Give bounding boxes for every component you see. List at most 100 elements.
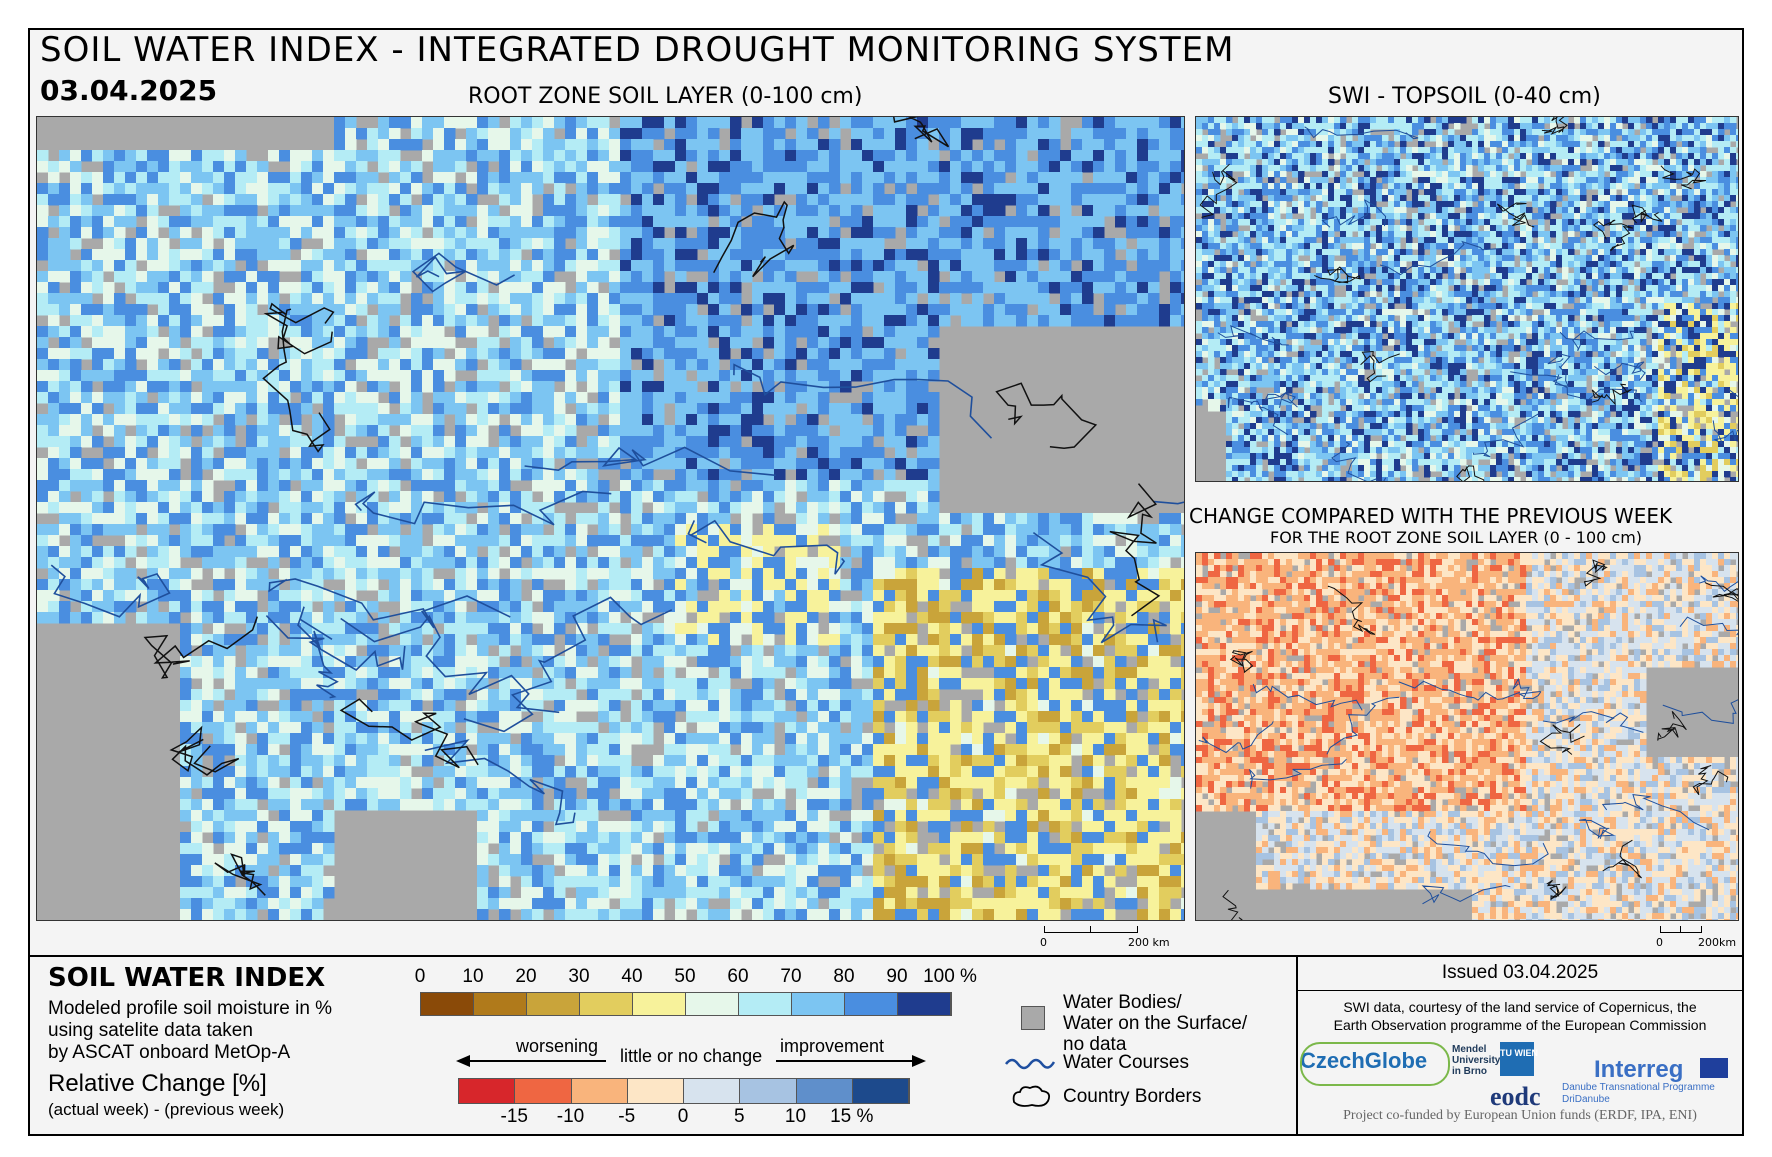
issued-date: Issued 03.04.2025	[1441, 962, 1599, 983]
legend-description: Modeled profile soil moisture in % using…	[48, 998, 388, 1064]
water-bodies-swatch	[1021, 1006, 1045, 1030]
tick-label: 5	[733, 1106, 745, 1127]
main-map-title: ROOT ZONE SOIL LAYER (0-100 cm)	[468, 84, 863, 109]
tick-label: 15 %	[830, 1106, 874, 1127]
color-swatch	[515, 1079, 572, 1103]
map-raster	[1196, 117, 1738, 481]
czechglobe-logo-ring	[1300, 1042, 1450, 1086]
main-scale-label: 200 km	[1128, 936, 1170, 949]
tick-label: 100 %	[923, 966, 977, 987]
legend-panel	[28, 955, 1744, 1136]
country-borders-label: Country Borders	[1063, 1086, 1202, 1107]
danube-logo-line: DriDanube	[1562, 1094, 1610, 1105]
swi-color-bar	[420, 992, 952, 1016]
tick-label: 40	[621, 966, 643, 987]
root-zone-swi-map	[36, 116, 1185, 921]
change-direction-arrow	[456, 1055, 926, 1067]
issue-date: 03.04.2025	[40, 74, 218, 107]
improvement-label: improvement	[780, 1036, 885, 1056]
tick-label: -10	[556, 1106, 585, 1127]
country-borders-icon	[1012, 1085, 1051, 1107]
topsoil-map-title: SWI - TOPSOIL (0-40 cm)	[1328, 84, 1601, 109]
legend-description-line: using satelite data taken	[48, 1020, 253, 1041]
color-swatch	[421, 993, 474, 1015]
interreg-logo: Interreg	[1594, 1056, 1684, 1083]
weekly-change-map	[1195, 552, 1739, 921]
relative-change-subtitle: (actual week) - (previous week)	[48, 1100, 285, 1119]
swi-scale-ticks: 0 10 20 30 40 50 60 70 80 90 100 %	[415, 966, 977, 988]
country-borders	[1222, 559, 1738, 920]
tick-label: 70	[780, 966, 802, 987]
water-courses	[1217, 126, 1738, 481]
water-bodies-line: Water on the Surface/	[1063, 1013, 1248, 1034]
water-courses	[1198, 575, 1738, 905]
mendel-logo-line: in Brno	[1452, 1066, 1487, 1077]
tick-label: 60	[727, 966, 749, 987]
color-swatch	[792, 993, 845, 1015]
credit-line: Earth Observation programme of the Europ…	[1333, 1017, 1707, 1033]
mendel-logo-line: University	[1452, 1055, 1501, 1066]
eodc-logo: eodc	[1490, 1082, 1541, 1111]
tick-label: -15	[500, 1106, 528, 1127]
color-swatch	[633, 993, 686, 1015]
legend-description-line: by ASCAT onboard MetOp-A	[48, 1042, 291, 1063]
color-swatch	[459, 1079, 516, 1103]
eu-flag-icon	[1700, 1058, 1728, 1078]
water-bodies-line: no data	[1063, 1034, 1127, 1055]
color-swatch	[474, 993, 527, 1015]
change-scale-zero: 0	[1656, 936, 1663, 949]
page-title: SOIL WATER INDEX - INTEGRATED DROUGHT MO…	[40, 30, 1235, 70]
water-bodies-label: Water Bodies/ Water on the Surface/ no d…	[1063, 992, 1247, 1055]
worsening-label: worsening	[516, 1036, 599, 1056]
tick-label: 20	[515, 966, 537, 987]
tick-label: 50	[674, 966, 696, 987]
color-swatch	[527, 993, 580, 1015]
color-swatch	[571, 1079, 628, 1103]
mendel-logo: Mendel University in Brno	[1452, 1044, 1500, 1077]
info-divider	[1296, 990, 1744, 991]
color-swatch	[898, 993, 951, 1015]
danube-programme-logo: Danube Transnational Programme DriDanube	[1562, 1082, 1715, 1106]
tick-label: 10	[462, 966, 484, 987]
czechglobe-logo: CzechGlobe	[1300, 1048, 1428, 1073]
country-borders	[143, 117, 1161, 896]
tick-label: 30	[568, 966, 590, 987]
color-swatch	[627, 1079, 684, 1103]
relative-change-title: Relative Change [%]	[48, 1070, 267, 1097]
tick-label: 80	[833, 966, 855, 987]
water-courses-label: Water Courses	[1063, 1052, 1189, 1073]
color-swatch	[580, 993, 633, 1015]
change-map-subtitle: FOR THE ROOT ZONE SOIL LAYER (0 - 100 cm…	[1270, 528, 1643, 547]
info-panel	[1296, 955, 1744, 1136]
color-swatch	[686, 993, 739, 1015]
color-swatch	[796, 1079, 853, 1103]
tuwien-logo: TU WIEN	[1500, 1042, 1538, 1076]
little-change-label: little or no change	[620, 1046, 763, 1066]
tick-label: 0	[414, 966, 426, 987]
credit-line: SWI data, courtesy of the land service o…	[1343, 999, 1697, 1015]
change-scale-label: 200km	[1698, 936, 1737, 949]
color-swatch	[739, 993, 792, 1015]
tick-label: 10	[784, 1106, 807, 1127]
color-swatch	[740, 1079, 797, 1103]
mendel-logo-line: Mendel	[1452, 1044, 1487, 1055]
map-raster	[1196, 553, 1738, 920]
map-raster	[37, 117, 1184, 920]
change-map-title: CHANGE COMPARED WITH THE PREVIOUS WEEK	[1189, 504, 1673, 528]
legend-description-line: Modeled profile soil moisture in %	[48, 998, 333, 1019]
danube-logo-line: Danube Transnational Programme	[1562, 1082, 1715, 1093]
water-courses	[50, 252, 1184, 826]
change-color-bar	[458, 1078, 910, 1104]
color-swatch	[684, 1079, 741, 1103]
main-map-scalebar: 0 200 km	[1040, 924, 1180, 952]
main-scale-zero: 0	[1040, 936, 1047, 949]
color-swatch	[845, 993, 898, 1015]
data-credit: SWI data, courtesy of the land service o…	[1300, 998, 1740, 1034]
water-courses-icon	[1005, 1058, 1056, 1070]
water-bodies-line: Water Bodies/	[1063, 992, 1182, 1013]
tick-label: 90	[886, 966, 908, 987]
tick-label: -5	[618, 1106, 636, 1127]
color-swatch	[852, 1079, 909, 1103]
funding-note: Project co-funded by European Union fund…	[1343, 1108, 1697, 1123]
legend-title: SOIL WATER INDEX	[48, 963, 326, 993]
